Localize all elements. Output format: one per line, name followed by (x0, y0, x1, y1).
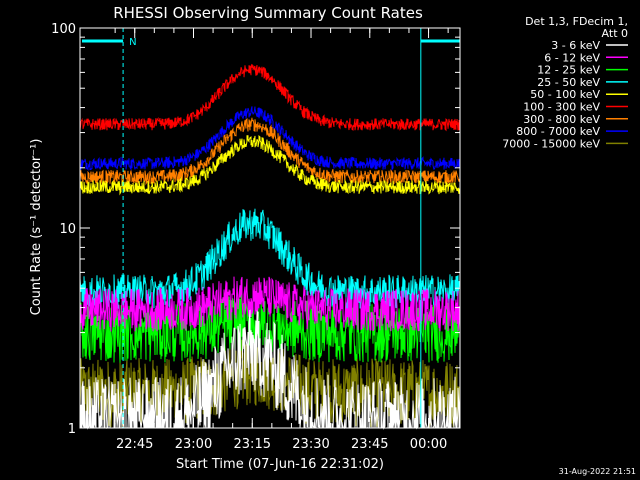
x-tick-label: 23:15 (234, 437, 271, 452)
legend-label: 300 - 800 keV (523, 113, 600, 126)
chart-title: RHESSI Observing Summary Count Rates (113, 4, 423, 22)
legend-label: 3 - 6 keV (551, 39, 600, 52)
legend-label: 50 - 100 keV (530, 88, 600, 101)
legend-label: 6 - 12 keV (544, 51, 600, 64)
series-3---6-keV (79, 309, 461, 430)
series-25---50-keV (79, 208, 461, 310)
legend-label: 12 - 25 keV (537, 64, 600, 77)
series-12---25-keV (79, 292, 461, 363)
legend-header: Att 0 (602, 27, 628, 40)
series-50---100-keV (79, 134, 461, 196)
series-6---12-keV (79, 276, 461, 332)
y-tick-label: 1 (68, 422, 76, 437)
x-tick-label: 23:45 (351, 437, 388, 452)
series-800---7000-keV (79, 106, 461, 171)
series-300---800-keV (79, 117, 461, 186)
x-tick-label: 22:45 (116, 437, 153, 452)
legend-header: Det 1,3, FDecim 1, (525, 15, 628, 28)
x-tick-label: 23:30 (292, 437, 329, 452)
legend-label: 25 - 50 keV (537, 76, 600, 89)
series-7000---15000-keV (79, 338, 461, 429)
y-axis-label: Count Rate (s⁻¹ detector⁻¹) (29, 139, 44, 316)
x-tick-label: 23:00 (175, 437, 212, 452)
legend-label: 7000 - 15000 keV (502, 137, 600, 150)
plot-area (79, 63, 461, 430)
x-tick-label: 00:00 (410, 437, 447, 452)
y-tick-label: 10 (59, 222, 76, 237)
y-tick-label: 100 (51, 22, 76, 37)
series-100---300-keV (79, 63, 461, 132)
footer-timestamp: 31-Aug-2022 21:51 (559, 467, 636, 476)
legend-label: 100 - 300 keV (523, 101, 600, 114)
axes: N 1 10 100 22:45 23:00 23:15 23:30 23:45 00:00 (51, 22, 461, 452)
x-axis-label: Start Time (07-Jun-16 22:31:02) (176, 457, 384, 472)
legend-label: 800 - 7000 keV (516, 125, 600, 138)
night-label: N (129, 37, 136, 48)
